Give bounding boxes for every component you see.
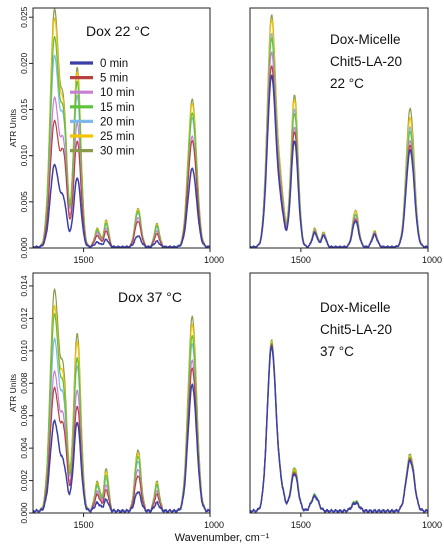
series-line-0-min xyxy=(33,163,210,248)
plot-frame xyxy=(249,7,429,249)
panel-annotation: Dox-Micelle xyxy=(320,300,391,315)
legend-label: 20 min xyxy=(100,116,135,128)
y-tick-label: 0.010 xyxy=(19,340,29,362)
y-tick-label: 0.010 xyxy=(19,145,29,167)
panel-doxmicelle22: 1500 1000 Dox-Micelle Chit5-LA-20 22 °C xyxy=(249,7,442,265)
panel-annotation: Dox 22 °C xyxy=(86,23,150,39)
x-tick-label: 1000 xyxy=(204,520,224,530)
series-group xyxy=(250,339,428,513)
panel-dox22: 1500 1000 0.000 0.005 0.010 0.015 0.020 0.025 AT… xyxy=(8,6,224,265)
y-tick-label: 0.000 xyxy=(19,502,29,524)
y-tick-label: 0.025 xyxy=(19,6,29,28)
panel-annotation: Chit5-LA-20 xyxy=(320,322,392,337)
panel-annotation: Dox 37 °C xyxy=(118,289,182,305)
plot-frame xyxy=(249,272,429,514)
series-line-0-min xyxy=(250,74,428,248)
series-line-0-min xyxy=(250,345,428,513)
y-tick-label: 0.002 xyxy=(19,470,29,492)
plot-frame xyxy=(32,7,211,249)
y-axis-label: ATR Units xyxy=(8,374,18,412)
x-tick-label: 1500 xyxy=(291,255,311,265)
series-line-0-min xyxy=(33,383,210,513)
x-tick-label: 1000 xyxy=(422,520,442,530)
x-tick-label: 1500 xyxy=(74,255,94,265)
x-tick-label: 1000 xyxy=(204,255,224,265)
x-axis-label: Wavenumber, cm⁻¹ xyxy=(175,532,270,544)
y-tick-label: 0.015 xyxy=(19,99,29,121)
legend-label: 0 min xyxy=(100,58,128,70)
series-group xyxy=(250,14,428,248)
panel-annotation: Chit5-LA-20 xyxy=(330,54,402,69)
panel-doxmicelle37: 1500 1000 Dox-Micelle Chit5-LA-20 37 °C xyxy=(249,272,442,530)
legend-label: 15 min xyxy=(100,102,135,114)
series-line-30-min xyxy=(33,288,210,513)
legend-label: 5 min xyxy=(100,73,128,85)
y-tick-label: 0.004 xyxy=(19,437,29,459)
panel-annotation: 22 °C xyxy=(330,76,364,91)
legend-label: 10 min xyxy=(100,87,135,99)
series-group xyxy=(33,288,210,513)
x-tick-label: 1500 xyxy=(74,520,94,530)
legend-label: 25 min xyxy=(100,131,135,143)
x-tick-label: 1500 xyxy=(291,520,311,530)
y-tick-label: 0.008 xyxy=(19,372,29,394)
series-group xyxy=(33,8,210,248)
y-tick-label: 0.020 xyxy=(19,52,29,74)
y-tick-label: 0.014 xyxy=(19,275,29,297)
y-tick-label: 0.000 xyxy=(19,237,29,259)
panel-annotation: 37 °C xyxy=(320,344,354,359)
y-tick-label: 0.006 xyxy=(19,405,29,427)
plot-frame xyxy=(32,272,211,514)
x-tick-label: 1000 xyxy=(422,255,442,265)
legend: 0 min 5 min 10 min 15 min 20 min 25 min 30 min xyxy=(70,58,135,158)
panel-annotation: Dox-Micelle xyxy=(330,32,401,47)
legend-label: 30 min xyxy=(100,146,135,158)
panel-dox37: 1500 1000 0.000 0.002 0.004 0.006 0.008 0.010 0.… xyxy=(8,272,224,530)
y-tick-label: 0.005 xyxy=(19,191,29,213)
y-tick-label: 0.012 xyxy=(19,308,29,330)
y-axis-label: ATR Units xyxy=(8,109,18,147)
